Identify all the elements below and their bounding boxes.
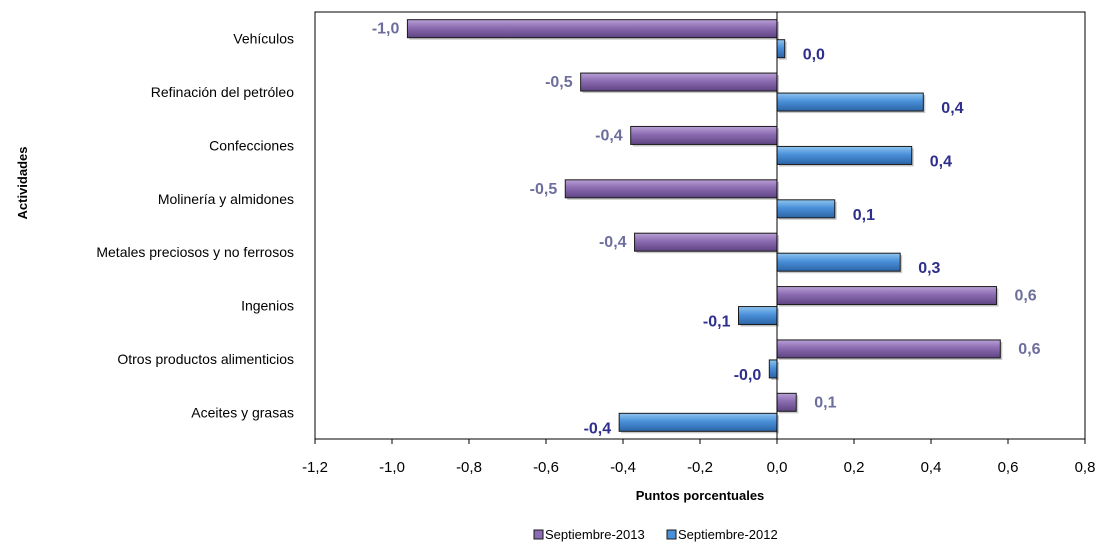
data-label: -0,1 xyxy=(703,314,731,331)
data-label: -0,4 xyxy=(584,420,612,437)
bar-septiembre-2012 xyxy=(776,199,836,219)
bar-septiembre-2013 xyxy=(630,125,778,145)
bar-septiembre-2012 xyxy=(776,145,913,165)
data-label: -1,0 xyxy=(372,21,400,38)
bar-septiembre-2012 xyxy=(618,412,778,432)
legend-swatch xyxy=(533,529,544,540)
data-label: 0,0 xyxy=(803,47,825,64)
x-tick-label: -1,0 xyxy=(379,459,405,476)
category-label: Metales preciosos y no ferrosos xyxy=(96,244,294,260)
bar-septiembre-2013 xyxy=(406,19,778,39)
data-label: -0,0 xyxy=(734,367,762,384)
data-label: 0,1 xyxy=(814,394,836,411)
data-label: 0,6 xyxy=(1018,341,1040,358)
legend-label: Septiembre-2013 xyxy=(545,527,645,542)
bar-septiembre-2012 xyxy=(776,92,924,112)
x-tick-label: -1,2 xyxy=(302,459,328,476)
category-label: Otros productos alimenticios xyxy=(117,351,294,367)
x-tick-label: 0,0 xyxy=(767,459,788,476)
data-label: -0,5 xyxy=(530,181,558,198)
x-tick-label: 0,4 xyxy=(921,459,942,476)
bar-septiembre-2013 xyxy=(776,339,1001,359)
x-tick-label: -0,8 xyxy=(456,459,482,476)
category-label: Confecciones xyxy=(209,137,294,153)
bar-septiembre-2012 xyxy=(776,39,786,59)
legend-swatch xyxy=(666,529,677,540)
bar-septiembre-2012 xyxy=(768,359,778,379)
x-tick-label: 0,2 xyxy=(844,459,865,476)
bar-septiembre-2013 xyxy=(634,232,778,252)
category-label: Molinería y almidones xyxy=(158,191,294,207)
data-label: 0,4 xyxy=(941,100,963,117)
category-label: Aceites y grasas xyxy=(191,404,294,420)
data-label: 0,1 xyxy=(853,207,875,224)
data-label: 0,4 xyxy=(930,153,952,170)
y-axis-title: Actividades xyxy=(15,147,30,220)
data-label: -0,5 xyxy=(545,74,573,91)
bar-septiembre-2012 xyxy=(738,306,778,326)
data-label: -0,4 xyxy=(599,234,627,251)
data-label: -0,4 xyxy=(595,127,623,144)
bar-septiembre-2013 xyxy=(776,392,797,412)
x-tick-label: -0,4 xyxy=(610,459,636,476)
x-axis-title: Puntos porcentuales xyxy=(636,488,765,503)
data-label: 0,6 xyxy=(1014,288,1036,305)
x-tick-label: -0,2 xyxy=(687,459,713,476)
x-tick-label: 0,6 xyxy=(998,459,1019,476)
x-tick-label: 0,8 xyxy=(1075,459,1096,476)
data-label: 0,3 xyxy=(918,260,940,277)
bar-septiembre-2013 xyxy=(776,286,997,306)
legend: Septiembre-2013 Septiembre-2012 xyxy=(533,527,778,542)
bar-septiembre-2012 xyxy=(776,252,901,272)
category-label: Vehículos xyxy=(233,31,294,47)
bar-septiembre-2013 xyxy=(580,72,778,92)
category-label: Refinación del petróleo xyxy=(151,84,294,100)
legend-label: Septiembre-2012 xyxy=(678,527,778,542)
x-tick-label: -0,6 xyxy=(533,459,559,476)
bar-septiembre-2013 xyxy=(564,179,778,199)
category-label: Ingenios xyxy=(241,298,294,314)
